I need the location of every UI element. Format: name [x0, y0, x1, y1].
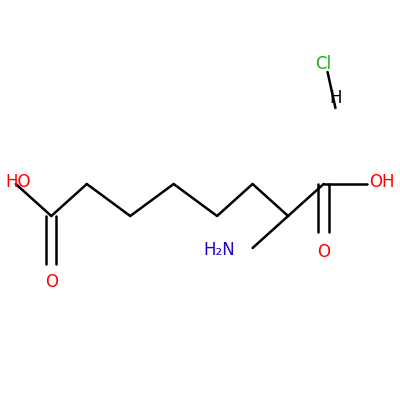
Text: O: O [45, 273, 58, 291]
Text: HO: HO [5, 173, 31, 191]
Text: H: H [329, 89, 342, 107]
Text: OH: OH [369, 173, 394, 191]
Text: O: O [317, 243, 330, 261]
Text: Cl: Cl [316, 55, 332, 73]
Text: H₂N: H₂N [203, 241, 235, 259]
